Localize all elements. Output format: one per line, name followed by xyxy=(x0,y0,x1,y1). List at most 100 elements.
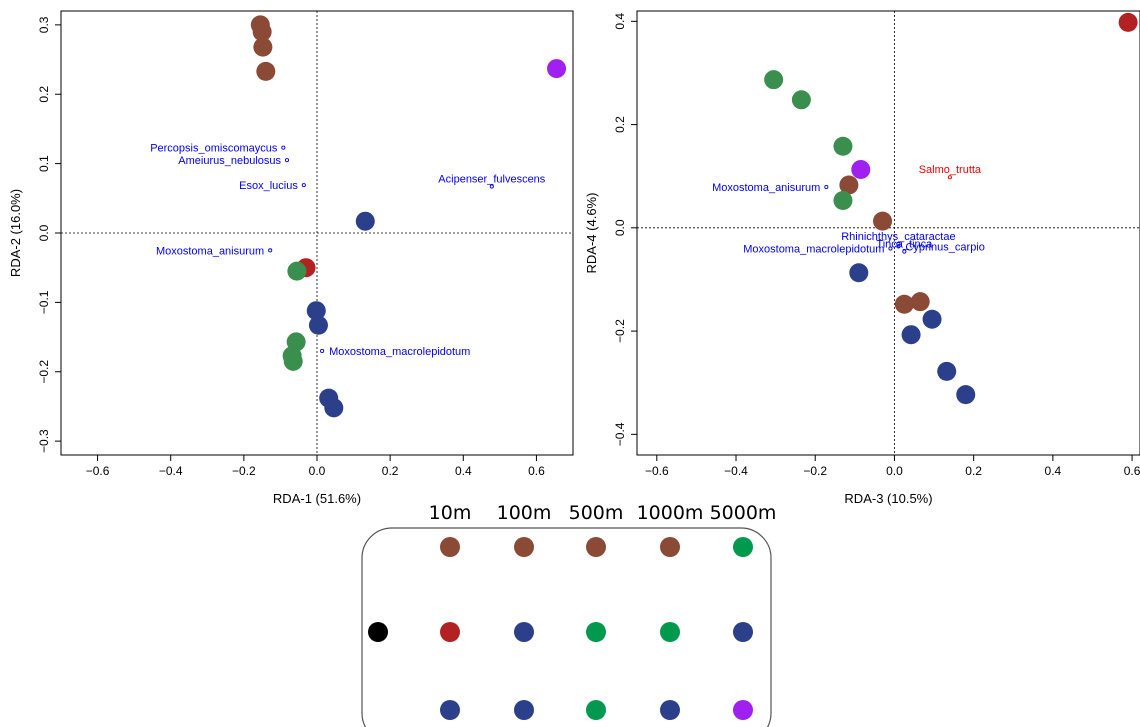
y-tick-label: 0.4 xyxy=(613,13,627,30)
species-label: Moxostoma_anisurum xyxy=(712,182,820,194)
site-point xyxy=(833,190,853,210)
legend-marker xyxy=(440,537,460,557)
species-label: Moxostoma_anisurum xyxy=(156,245,264,257)
site-point xyxy=(901,325,921,345)
y-tick-label: −0.1 xyxy=(37,290,51,314)
legend-marker xyxy=(586,700,606,720)
legend-marker xyxy=(586,537,606,557)
site-point xyxy=(937,361,957,381)
site-point xyxy=(324,398,344,418)
legend-marker xyxy=(514,700,534,720)
x-tick-label: −0.2 xyxy=(803,464,827,478)
y-tick-label: 0.0 xyxy=(613,219,627,236)
species-label: Moxostoma_macrolepidotum xyxy=(329,346,470,358)
x-axis-title: RDA-1 (51.6%) xyxy=(273,491,361,506)
species-point xyxy=(320,348,325,353)
legend-marker xyxy=(440,622,460,642)
species-label: Percopsis_omiscomaycus xyxy=(150,143,278,155)
species-label: Ameiurus_nebulosus xyxy=(178,155,281,167)
species-point xyxy=(896,241,901,246)
site-point xyxy=(922,309,942,329)
x-axis-title: RDA-3 (10.5%) xyxy=(844,491,932,506)
x-tick-label: −0.2 xyxy=(232,464,256,478)
x-tick-label: 0.4 xyxy=(455,464,472,478)
x-tick-label: 0.6 xyxy=(1124,464,1140,478)
x-tick-label: 0.6 xyxy=(528,464,545,478)
site-point xyxy=(851,159,871,179)
species-point xyxy=(489,184,494,189)
legend-marker xyxy=(368,622,388,642)
species-point xyxy=(301,183,306,188)
site-point xyxy=(308,315,328,335)
site-point xyxy=(287,261,307,281)
x-tick-label: 0.2 xyxy=(965,464,982,478)
plot-frame xyxy=(636,10,1140,456)
species-point xyxy=(902,249,907,254)
legend-marker xyxy=(733,622,753,642)
species-label: Rhinichthys_cataractae xyxy=(841,231,955,243)
species-label: Salmo_trutta xyxy=(919,164,982,176)
site-point xyxy=(910,292,930,312)
x-tick-label: 0.0 xyxy=(309,464,326,478)
legend-marker xyxy=(660,700,680,720)
y-tick-label: −0.4 xyxy=(613,422,627,446)
site-point xyxy=(256,61,276,81)
legend-box xyxy=(361,527,772,727)
y-tick-label: 0.2 xyxy=(37,86,51,103)
site-point xyxy=(764,70,784,90)
legend-marker xyxy=(514,622,534,642)
species-label: Tinca_tinca xyxy=(876,239,933,251)
legend-distance-header: 5000m xyxy=(710,502,777,524)
species-point xyxy=(888,246,893,251)
site-point xyxy=(283,351,303,371)
rda-1-2-panel: −0.6 −0.4 −0.2 0.0 0.2 0.4 0.6 −0.3 −0.2 −0.1 0.0 0… xyxy=(8,10,574,506)
species-label: Cyprinus_carpio xyxy=(905,241,984,253)
species-point xyxy=(268,248,273,253)
species-label: Acipenser_fulvescens xyxy=(438,174,546,186)
x-tick-label: −0.6 xyxy=(86,464,110,478)
legend-marker xyxy=(660,537,680,557)
species-point xyxy=(284,158,290,163)
site-point xyxy=(252,22,272,42)
site-point xyxy=(306,301,326,321)
x-tick-label: −0.6 xyxy=(645,464,669,478)
x-tick-label: −0.4 xyxy=(724,464,748,478)
site-point xyxy=(873,211,893,231)
x-tick-label: 0.4 xyxy=(1045,464,1062,478)
y-axis-title: RDA-4 (4.6%) xyxy=(584,193,599,274)
y-tick-label: 0.2 xyxy=(613,116,627,133)
y-tick-label: 0.3 xyxy=(37,16,51,33)
species-point xyxy=(824,185,829,190)
site-point xyxy=(253,37,273,57)
site-distance-legend: 10m 100m 500m 1000m 5000m xyxy=(361,502,777,727)
x-tick-label: 0.2 xyxy=(382,464,399,478)
legend-distance-header: 10m xyxy=(429,502,472,524)
y-tick-label: −0.3 xyxy=(37,429,51,453)
legend-marker xyxy=(660,622,680,642)
species-point xyxy=(896,244,901,249)
species-label: Esox_lucius xyxy=(239,180,298,192)
legend-marker xyxy=(733,700,753,720)
site-point xyxy=(791,90,811,110)
site-point xyxy=(833,136,853,156)
legend-marker xyxy=(440,700,460,720)
site-point xyxy=(894,294,914,314)
rda-3-4-panel: −0.6 −0.4 −0.2 0.0 0.2 0.4 0.6 −0.4 −0.2 0.0 0.2 0.… xyxy=(584,10,1140,506)
site-point xyxy=(839,175,859,195)
species-point xyxy=(281,145,286,150)
site-point xyxy=(1118,12,1138,32)
y-tick-label: −0.2 xyxy=(613,319,627,343)
site-point xyxy=(956,385,976,405)
y-tick-label: 0.0 xyxy=(37,224,51,241)
x-tick-label: 0.0 xyxy=(886,464,903,478)
y-axis-title: RDA-2 (16.0%) xyxy=(8,189,23,277)
site-point xyxy=(355,211,375,231)
legend-marker xyxy=(514,537,534,557)
legend-marker xyxy=(586,622,606,642)
species-point xyxy=(947,175,952,180)
x-tick-label: −0.4 xyxy=(159,464,183,478)
site-point xyxy=(547,59,567,79)
legend-distance-header: 100m xyxy=(497,502,552,524)
legend-distance-header: 1000m xyxy=(637,502,704,524)
